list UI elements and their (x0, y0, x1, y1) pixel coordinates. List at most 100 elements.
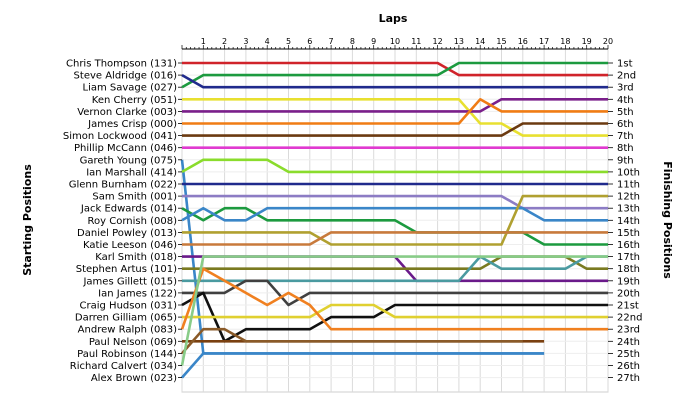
starting-position-labels: Chris Thompson (131)Steve Aldridge (016)… (63, 59, 182, 384)
finishing-position-label: 9th (617, 155, 634, 166)
y-axis-label-left: Starting Positions (21, 164, 34, 276)
finishing-position-label: 5th (617, 107, 634, 118)
finishing-position-label: 16th (617, 240, 640, 251)
starting-position-label: Richard Calvert (034) (70, 361, 177, 372)
starting-position-label: Daniel Powley (013) (77, 228, 177, 239)
starting-position-label: Ian Marshall (414) (86, 167, 177, 178)
x-tick-label: 4 (265, 37, 270, 46)
finishing-position-label: 23rd (617, 325, 640, 336)
finishing-position-label: 3rd (617, 83, 634, 94)
finishing-position-label: 6th (617, 119, 634, 130)
starting-position-label: Ian James (122) (98, 288, 177, 299)
series-line (181, 61, 608, 89)
finishing-position-label: 4th (617, 95, 634, 106)
series-line (181, 327, 523, 355)
x-tick-label: 18 (560, 37, 570, 46)
series-lines (180, 61, 608, 379)
x-tick-label: 7 (329, 37, 334, 46)
x-tick-label: 13 (454, 37, 464, 46)
starting-position-label: Jack Edwards (014) (80, 204, 177, 215)
x-tick-label: 19 (582, 37, 592, 46)
starting-position-label: Ken Cherry (051) (92, 95, 177, 106)
x-tick-label: 1 (201, 37, 206, 46)
x-tick-label: 12 (433, 37, 443, 46)
finishing-position-label: 22nd (617, 313, 642, 324)
x-tick-label: 2 (222, 37, 227, 46)
finishing-position-label: 17th (617, 252, 640, 263)
x-tick-label: 5 (286, 37, 291, 46)
series-line (182, 279, 608, 307)
series-line (182, 61, 608, 77)
starting-position-label: Roy Cornish (008) (88, 216, 178, 227)
finishing-position-label: 15th (617, 228, 640, 239)
series-line (181, 158, 608, 174)
finishing-position-label: 1st (617, 59, 633, 70)
series-line (182, 98, 608, 113)
chart-title: Laps (379, 12, 408, 25)
finishing-position-label: 11th (617, 180, 640, 191)
x-tick-label: 3 (243, 37, 248, 46)
finishing-position-label: 10th (617, 167, 640, 178)
series-line (180, 267, 608, 331)
finishing-position-label: 13th (617, 204, 640, 215)
series-line (181, 206, 608, 222)
finishing-position-label: 27th (617, 373, 640, 384)
starting-position-label: James Gillett (015) (82, 276, 177, 287)
x-tick-label: 6 (307, 37, 312, 46)
series-line (180, 255, 608, 366)
y-axis-label-right: Finishing Positions (661, 161, 674, 279)
starting-position-label: James Crisp (000) (87, 119, 177, 130)
x-tick-label: 11 (411, 37, 421, 46)
starting-position-label: Darren Gilliam (065) (75, 313, 177, 324)
finishing-position-label: 7th (617, 131, 634, 142)
starting-position-label: Katie Leeson (046) (83, 240, 177, 251)
finishing-position-label: 24th (617, 337, 640, 348)
series-line (181, 352, 545, 379)
starting-position-label: Glenn Burnham (022) (69, 180, 177, 191)
starting-position-label: Sam Smith (001) (92, 192, 177, 203)
x-tick-label: 17 (539, 37, 549, 46)
finishing-position-label: 8th (617, 143, 634, 154)
starting-position-label: Paul Robinson (144) (77, 349, 177, 360)
x-tick-label: 10 (390, 37, 400, 46)
x-tick-label: 20 (603, 37, 613, 46)
series-line (182, 231, 608, 246)
x-tick-labels: 1 2 3 4 5 6 7 8 9 10 11 12 13 14 15 16 17 18 19 20 (181, 37, 613, 49)
finishing-position-label: 14th (617, 216, 640, 227)
finishing-position-label: 18th (617, 264, 640, 275)
starting-position-label: Phillip McCann (046) (74, 143, 177, 154)
series-line (182, 303, 608, 319)
starting-position-label: Craig Hudson (031) (80, 301, 178, 312)
series-line (181, 206, 608, 246)
x-tick-label: 15 (496, 37, 506, 46)
finishing-position-label: 2nd (617, 71, 636, 82)
series-line (182, 98, 608, 125)
finishing-position-label: 25th (617, 349, 640, 360)
starting-position-label: Gareth Young (075) (80, 155, 177, 166)
series-line (182, 194, 608, 246)
series-line (182, 98, 608, 137)
starting-position-label: Alex Brown (023) (91, 373, 177, 384)
series-line (181, 73, 608, 89)
starting-position-label: Andrew Ralph (083) (78, 325, 177, 336)
starting-position-label: Vernon Clarke (003) (77, 107, 177, 118)
x-tick-label: 14 (475, 37, 485, 46)
starting-position-label: Steve Aldridge (016) (74, 71, 178, 82)
x-tick-label: 8 (350, 37, 355, 46)
finishing-position-label: 26th (617, 361, 640, 372)
x-tick-label: 16 (518, 37, 528, 46)
starting-position-label: Paul Nelson (069) (89, 337, 177, 348)
series-line (182, 194, 608, 210)
finishing-position-label: 12th (617, 192, 640, 203)
series-line (182, 122, 608, 137)
starting-position-label: Stephen Artus (101) (76, 264, 177, 275)
finishing-position-label: 21st (617, 301, 639, 312)
starting-position-label: Chris Thompson (131) (66, 59, 177, 70)
x-tick-label: 9 (371, 37, 376, 46)
series-line (181, 291, 608, 343)
finishing-position-label: 19th (617, 276, 640, 287)
finishing-position-labels: 1st2nd3rd4th5th6th7th8th9th10th11th12th1… (608, 59, 642, 384)
starting-position-label: Simon Lockwood (041) (63, 131, 177, 142)
